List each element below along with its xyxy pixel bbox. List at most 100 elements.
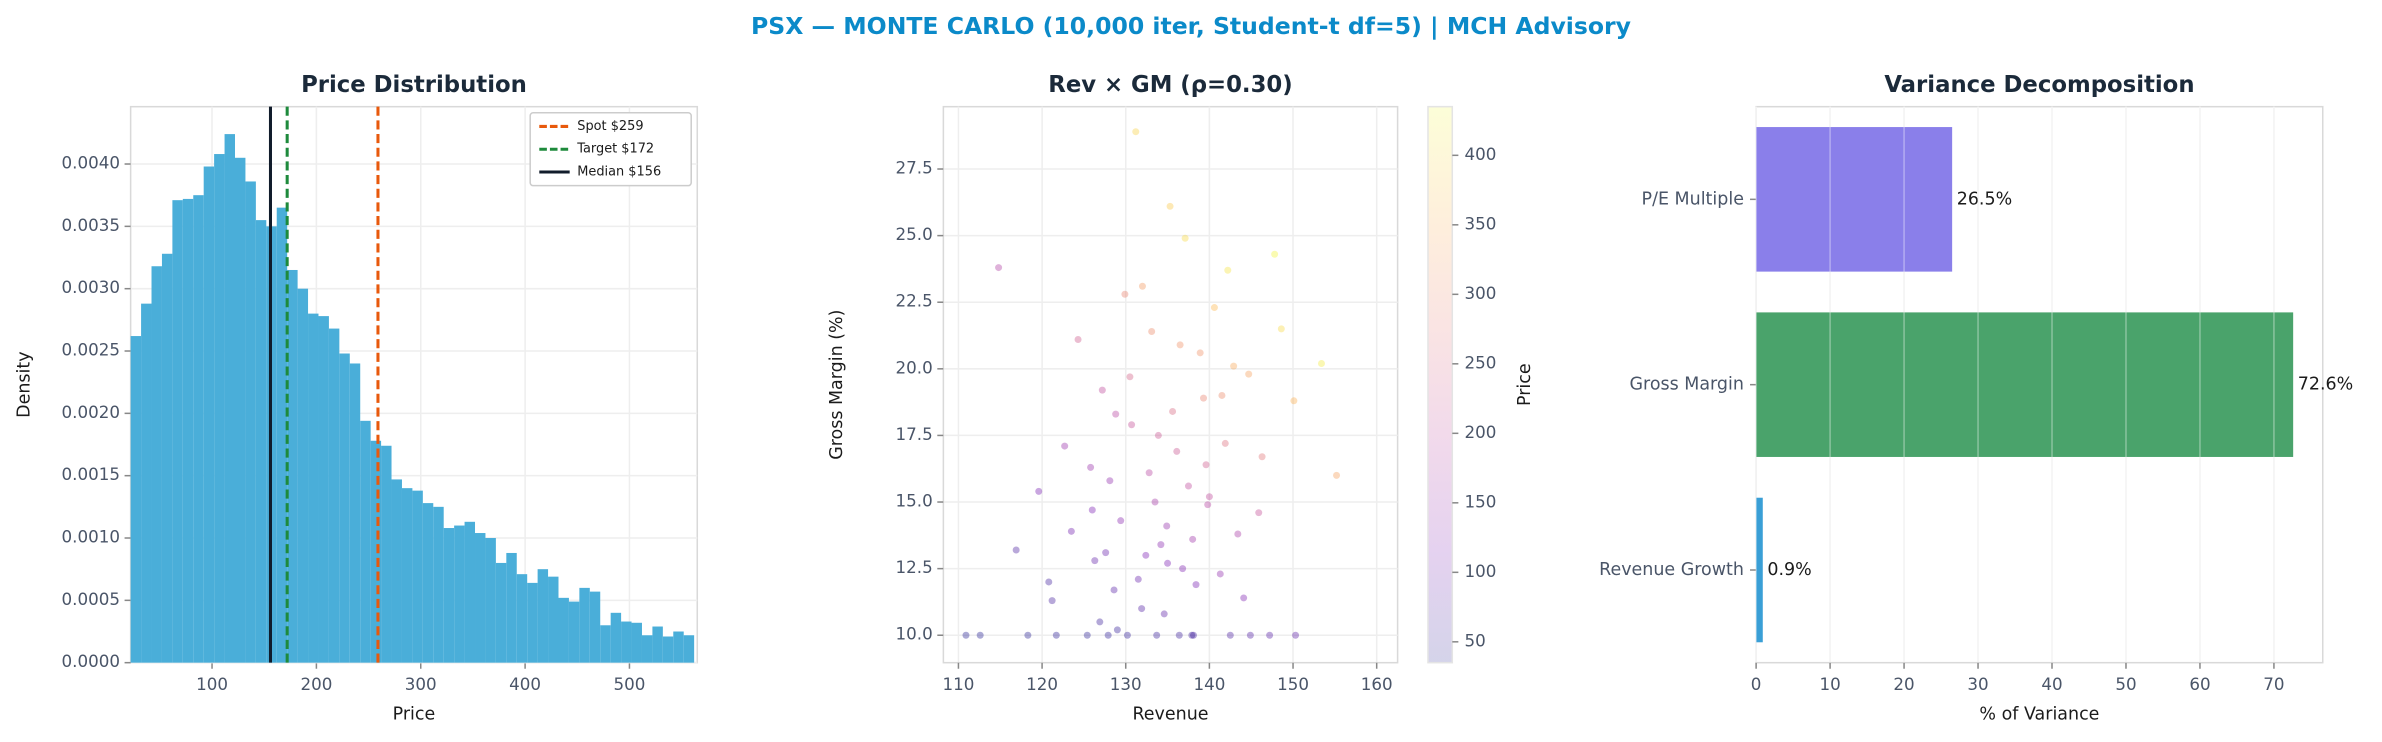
figure-title: PSX — MONTE CARLO (10,000 iter, Student-… (751, 12, 1631, 40)
scatter-point (1216, 570, 1224, 578)
histogram-bar (568, 601, 580, 663)
scatter-point (1176, 341, 1184, 349)
scatter-point (1245, 370, 1253, 378)
scatter-point (1121, 290, 1129, 298)
scatter-point (1117, 517, 1125, 525)
histogram-bar (621, 621, 632, 663)
scatter-point (1188, 631, 1196, 639)
y-tick-label: 22.5 (896, 291, 933, 311)
y-tick-label: 0.0035 (62, 215, 120, 235)
scatter-point (1226, 631, 1234, 639)
histogram-bar (641, 635, 653, 663)
histogram-bar (203, 166, 215, 663)
histogram-bar (495, 562, 507, 663)
y-tick-label: 25.0 (896, 224, 933, 244)
scatter-point (976, 631, 984, 639)
scatter-point (1091, 557, 1099, 565)
scatter-point (1154, 431, 1162, 439)
scatter-point (1192, 581, 1200, 589)
scatter-point (1035, 487, 1043, 495)
x-axis-label: Revenue (1132, 704, 1208, 724)
histogram-bar (130, 336, 142, 663)
x-tick-label: 150 (1277, 674, 1309, 694)
scatter-point (1153, 631, 1161, 639)
scatter-point (1113, 626, 1121, 634)
x-axis-label: Price (393, 704, 436, 724)
bar (1756, 312, 2294, 457)
scatter-point (1098, 386, 1106, 394)
histogram-bar (475, 533, 486, 663)
y-tick-label: 27.5 (896, 158, 933, 178)
x-tick-label: 70 (2263, 674, 2284, 694)
scatter-point (1164, 559, 1172, 567)
scatter-point (1083, 631, 1091, 639)
scatter-point (1255, 509, 1263, 517)
x-tick-label: 40 (2041, 674, 2062, 694)
scatter-point (1230, 362, 1238, 370)
scatter-point (1205, 493, 1213, 501)
x-tick-label: 30 (1967, 674, 1988, 694)
y-tick-label: P/E Multiple (1642, 189, 1744, 209)
histogram-bar (224, 134, 235, 663)
histogram-bar (328, 328, 340, 663)
y-tick-label: 15.0 (896, 491, 933, 511)
histogram-bar (631, 622, 642, 663)
y-tick-label: 0.0040 (62, 153, 120, 173)
y-tick-label: Gross Margin (1630, 375, 1744, 395)
x-axis-label: % of Variance (1979, 704, 2099, 724)
scatter-point (1134, 575, 1142, 583)
scatter-point (1148, 328, 1156, 336)
x-tick-label: 200 (300, 674, 332, 694)
scatter-point (1189, 535, 1197, 543)
histogram-bar (391, 479, 402, 663)
scatter-point (1106, 477, 1114, 485)
scatter-point (1160, 610, 1168, 618)
scatter-point (1104, 631, 1112, 639)
scatter-point (1067, 527, 1075, 535)
histogram-bar (485, 538, 496, 663)
scatter-point (1061, 442, 1069, 450)
chart-title: Price Distribution (301, 72, 527, 98)
chart-title: Variance Decomposition (1884, 72, 2194, 98)
scatter-point (1126, 373, 1134, 381)
histogram-bar (464, 521, 476, 663)
histogram-bar (214, 154, 225, 663)
scatter-point (1024, 631, 1032, 639)
scatter-point (1088, 506, 1096, 514)
scatter-point (1166, 202, 1174, 210)
chart-title: Rev × GM (ρ=0.30) (1048, 72, 1292, 98)
y-tick-label: 0.0030 (62, 277, 120, 297)
y-tick-label: 0.0010 (62, 527, 120, 547)
histogram-bar (370, 440, 382, 663)
histogram-bar (234, 157, 246, 663)
histogram-bar (589, 591, 601, 663)
scatter-point (1218, 391, 1226, 399)
histogram-bar (454, 525, 465, 663)
histogram-bar (610, 612, 622, 663)
histogram-bar (558, 597, 569, 663)
scatter-point (1128, 421, 1136, 429)
x-tick-label: 130 (1110, 674, 1142, 694)
y-tick-label: 0.0025 (62, 340, 120, 360)
bar (1756, 127, 1953, 272)
scatter-point (1123, 631, 1131, 639)
colorbar-tick-label: 50 (1464, 630, 1485, 650)
histogram-bar (172, 200, 183, 663)
scatter-point (995, 264, 1003, 272)
y-tick-label: 20.0 (896, 357, 933, 377)
legend-label: Spot $259 (577, 119, 643, 134)
histogram-bar (673, 631, 684, 663)
y-tick-label: 0.0005 (62, 589, 120, 609)
scatter-point (1277, 325, 1285, 333)
scatter-point (1012, 546, 1020, 554)
histogram-bar (193, 195, 204, 663)
histogram-bar (527, 582, 538, 663)
scatter-point (1184, 482, 1192, 490)
x-tick-label: 400 (509, 674, 541, 694)
scatter-point (1138, 282, 1146, 290)
scatter-point (1196, 349, 1204, 357)
scatter-point (1179, 565, 1187, 573)
histogram-bar (412, 490, 423, 663)
scatter-point (1221, 439, 1229, 447)
y-tick-label: Revenue Growth (1599, 560, 1744, 580)
